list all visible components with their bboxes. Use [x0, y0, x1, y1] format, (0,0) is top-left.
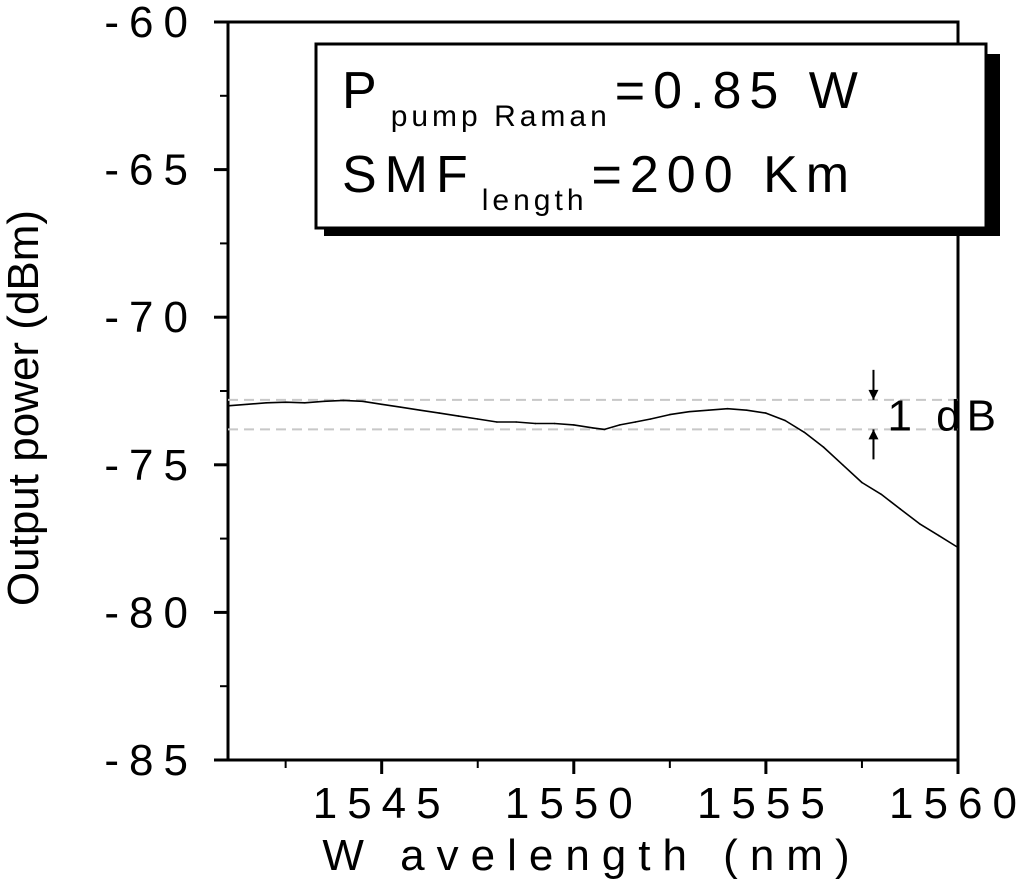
- data-point: [457, 415, 460, 417]
- legend-box-frame: [314, 42, 988, 230]
- series-group: [227, 399, 959, 549]
- range-marker-label: 1 dB: [887, 392, 1002, 441]
- data-point: [380, 403, 383, 406]
- x-tick-label: 1545: [313, 779, 451, 828]
- range-marker: 1 dB: [868, 369, 1002, 460]
- legend-line2-value: =200 Km: [592, 146, 858, 204]
- data-point: [957, 546, 959, 549]
- data-point: [822, 446, 825, 448]
- legend-line1-sub: pump Raman: [391, 100, 611, 133]
- data-point: [938, 534, 940, 537]
- data-point: [649, 418, 652, 420]
- data-point: [400, 406, 402, 409]
- y-axis-title: Output power (dBm): [0, 210, 48, 606]
- data-point: [669, 413, 671, 416]
- y-axis-ticks: -60 -65 -70 -75 -80 -85: [104, 0, 228, 785]
- x-tick-label: 1560: [889, 779, 1024, 828]
- data-point: [515, 421, 517, 423]
- data-point: [419, 409, 421, 412]
- data-point: [880, 493, 882, 496]
- series-line-1: [227, 399, 959, 549]
- range-marker-down-arrow: [868, 389, 879, 400]
- y-tick-label: -80: [104, 588, 198, 637]
- data-point: [707, 409, 710, 412]
- y-tick-label: -70: [104, 293, 198, 342]
- data-point: [361, 400, 364, 403]
- data-point: [688, 410, 690, 413]
- data-point: [553, 422, 556, 425]
- data-point: [918, 523, 921, 525]
- legend-line2-sub: length: [482, 184, 588, 217]
- data-point: [534, 422, 537, 425]
- y-tick-label: -75: [104, 441, 198, 490]
- data-point: [227, 405, 229, 407]
- data-point: [438, 412, 441, 414]
- data-point: [476, 418, 479, 420]
- data-point: [841, 464, 844, 466]
- data-point: [284, 401, 287, 404]
- legend-line2-main: SMF: [342, 146, 476, 204]
- y-tick-label: -85: [104, 736, 198, 785]
- data-point: [342, 399, 345, 402]
- reference-lines: [228, 398, 958, 431]
- data-point: [803, 431, 806, 434]
- y-tick-label: -65: [104, 146, 198, 195]
- x-axis-title: W avelength (nm): [322, 831, 861, 880]
- data-point: [592, 427, 594, 429]
- data-point: [573, 424, 575, 426]
- data-point: [634, 421, 637, 423]
- data-point: [745, 409, 748, 412]
- legend-line1-value: =0.85 W: [615, 62, 866, 120]
- x-tick-label: 1555: [697, 779, 835, 828]
- data-point: [496, 421, 498, 423]
- legend-line1-main: P: [342, 62, 385, 120]
- data-point: [603, 428, 606, 431]
- data-point: [619, 424, 621, 426]
- data-point: [899, 508, 902, 510]
- x-axis-ticks: 1545 1550 1555 1560: [284, 760, 1024, 828]
- y-tick-label: -60: [104, 0, 198, 47]
- data-point: [726, 407, 729, 410]
- data-point: [861, 481, 863, 484]
- x-tick-label: 1550: [505, 779, 643, 828]
- range-marker-up-arrow: [868, 429, 879, 440]
- data-point: [265, 402, 268, 404]
- data-point: [784, 419, 786, 422]
- data-point: [304, 402, 306, 404]
- data-point: [246, 403, 248, 406]
- data-point: [323, 400, 325, 403]
- legend-line2: SMF length=200 Km: [342, 146, 857, 217]
- data-point: [765, 412, 767, 414]
